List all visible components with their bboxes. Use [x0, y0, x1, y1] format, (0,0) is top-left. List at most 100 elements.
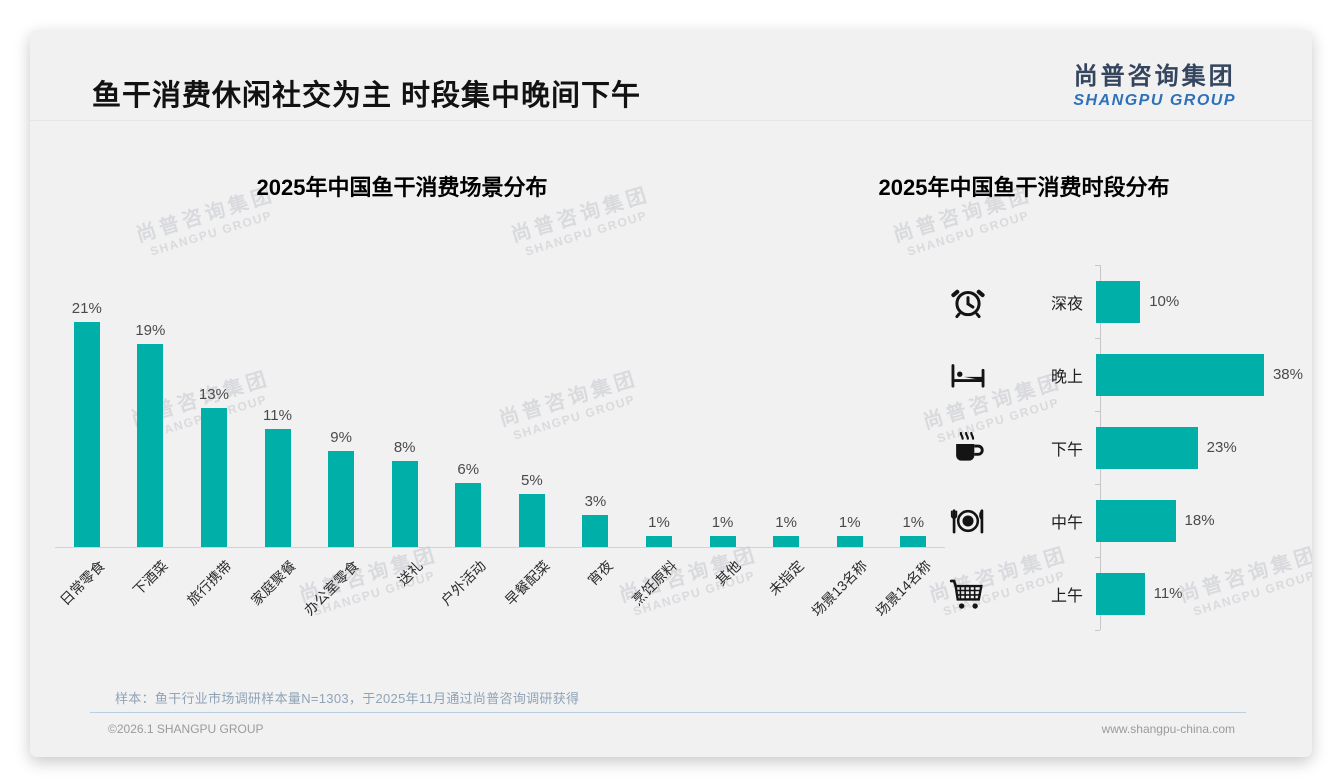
- bar-group: 11% 家庭聚餐: [246, 307, 310, 608]
- bar-value-label: 19%: [135, 321, 166, 339]
- bar-group: 9% 办公室零食: [301, 307, 373, 619]
- bar-value-label: 11%: [1153, 585, 1183, 602]
- watermark: 尚普咨询集团 SHANGPU GROUP: [615, 538, 765, 621]
- bar-category-label: 未指定: [765, 557, 807, 599]
- bar-value-label: 1%: [648, 514, 670, 532]
- bar-group: 晚上 38%: [945, 338, 1310, 411]
- bar: [137, 343, 164, 547]
- axis-tick: [1095, 265, 1100, 266]
- alarm-clock-icon: [945, 283, 990, 321]
- bar-category-label: 中午: [1050, 514, 1083, 532]
- footer-website: www.shangpu-china.com: [1101, 722, 1235, 736]
- logo-text-cn: 尚普咨询集团: [1073, 63, 1236, 90]
- bar-value-label: 18%: [1184, 512, 1215, 529]
- bed-icon: [945, 356, 990, 394]
- bar: [328, 450, 355, 547]
- axis-tick: [1095, 484, 1100, 485]
- dinner-plate-icon: [945, 502, 990, 540]
- bar-group: 19% 下酒菜: [119, 307, 183, 599]
- bar-group: 深夜 10%: [945, 265, 1310, 338]
- axis-tick: [1095, 630, 1100, 631]
- axis-tick: [1095, 411, 1100, 412]
- bar-category-label: 办公室零食: [301, 557, 362, 619]
- bar-category-label: 早餐配菜: [501, 557, 553, 609]
- bar-category-label: 下午: [1050, 441, 1083, 459]
- bar-group: 5% 早餐配菜: [500, 307, 564, 609]
- watermark-line-en: SHANGPU GROUP: [905, 208, 1031, 259]
- bar-category-label: 上午: [1050, 587, 1083, 605]
- bar: [1096, 353, 1264, 396]
- bar-value-label: 38%: [1272, 366, 1303, 383]
- bar-value-label: 1%: [902, 514, 925, 532]
- bar-group: 1% 场景13名称: [809, 307, 882, 619]
- bar-value-label: 1%: [775, 514, 797, 532]
- bar-value-label: 9%: [330, 428, 352, 446]
- footer-copyright: ©2026.1 SHANGPU GROUP: [108, 722, 264, 736]
- report-slide: 鱼干消费休闲社交为主 时段集中晚间下午 尚普咨询集团 SHANGPU GROUP…: [30, 30, 1312, 757]
- bar: [73, 322, 100, 547]
- bar-value-label: 1%: [838, 514, 861, 532]
- bar-zone: 38%: [1096, 338, 1303, 411]
- bar-category-label: 旅行携带: [183, 557, 235, 609]
- bar-category-label: 场景13名称: [808, 557, 871, 620]
- bar: [1096, 280, 1141, 323]
- sample-note: 样本：鱼干行业市场调研样本量N=1303，于2025年11月通过尚普咨询调研获得: [115, 691, 580, 706]
- bar-value-label: 13%: [198, 385, 229, 403]
- page-title: 鱼干消费休闲社交为主 时段集中晚间下午: [92, 80, 642, 112]
- bar: [391, 461, 418, 547]
- company-logo: 尚普咨询集团 SHANGPU GROUP: [1073, 56, 1236, 110]
- bar-group: 13% 旅行携带: [182, 307, 246, 608]
- bar: [455, 482, 482, 547]
- bar-group: 上午 11%: [945, 557, 1310, 630]
- bar: [1096, 499, 1176, 542]
- coffee-icon: [945, 429, 990, 467]
- axis-tick: [1095, 557, 1100, 558]
- bar-group: 3% 宵夜: [564, 307, 628, 589]
- bar-category-label: 送礼: [394, 557, 426, 589]
- logo-text-en: SHANGPU GROUP: [1073, 92, 1236, 109]
- bar-group: 1% 其他: [691, 307, 755, 589]
- bar: [582, 514, 609, 547]
- bar: [1096, 426, 1198, 469]
- bar-zone: 10%: [1096, 265, 1179, 338]
- bar-value-label: 1%: [711, 514, 734, 532]
- scene-chart-title: 2025年中国鱼干消费场景分布: [256, 175, 548, 200]
- bar-category-label: 下酒菜: [130, 557, 172, 599]
- bar-category-label: 场景14名称: [872, 557, 935, 620]
- bar-value-label: 3%: [584, 492, 607, 510]
- bar-category-label: 其他: [712, 557, 744, 589]
- bar: [836, 536, 863, 547]
- bar-category-label: 日常零食: [56, 557, 108, 609]
- bar: [264, 429, 291, 547]
- bar: [200, 407, 227, 547]
- shopping-cart-icon: [945, 575, 990, 613]
- bar-category-label: 户外活动: [438, 557, 489, 609]
- footer-divider: [90, 712, 1246, 713]
- bar: [518, 493, 545, 547]
- bar-zone: 18%: [1096, 484, 1215, 557]
- bar-value-label: 8%: [393, 439, 416, 457]
- bar-group: 中午 18%: [945, 484, 1310, 557]
- bar: [645, 536, 672, 547]
- scene-chart-axis: [55, 547, 945, 548]
- bar-group: 21% 日常零食: [55, 300, 119, 608]
- bar-category-label: 深夜: [1050, 295, 1083, 313]
- bar-zone: 23%: [1096, 411, 1237, 484]
- bar-category-label: 家庭聚餐: [247, 557, 299, 609]
- watermark-line-en: SHANGPU GROUP: [148, 208, 274, 259]
- bar-value-label: 11%: [263, 407, 292, 425]
- watermark-line-en: SHANGPU GROUP: [523, 208, 649, 259]
- bar: [900, 536, 927, 547]
- bar-group: 1% 未指定: [754, 307, 818, 598]
- bar-group: 1% 场景14名称: [872, 307, 946, 619]
- bar-category-label: 烹饪原料: [628, 557, 680, 609]
- bar-value-label: 23%: [1206, 439, 1237, 456]
- header-divider: [30, 120, 1312, 121]
- bar-group: 6% 户外活动: [436, 307, 500, 609]
- bar-value-label: 21%: [71, 300, 102, 318]
- bar-value-label: 10%: [1149, 293, 1180, 310]
- bar-value-label: 5%: [520, 471, 543, 489]
- bar-category-label: 晚上: [1050, 368, 1083, 386]
- bar-value-label: 6%: [457, 460, 480, 478]
- scene-chart-plot: 21% 日常零食 19% 下酒菜 13% 旅行携带 11% 家庭聚餐 9% 办公室零食 8% 送礼 6%…: [55, 300, 946, 619]
